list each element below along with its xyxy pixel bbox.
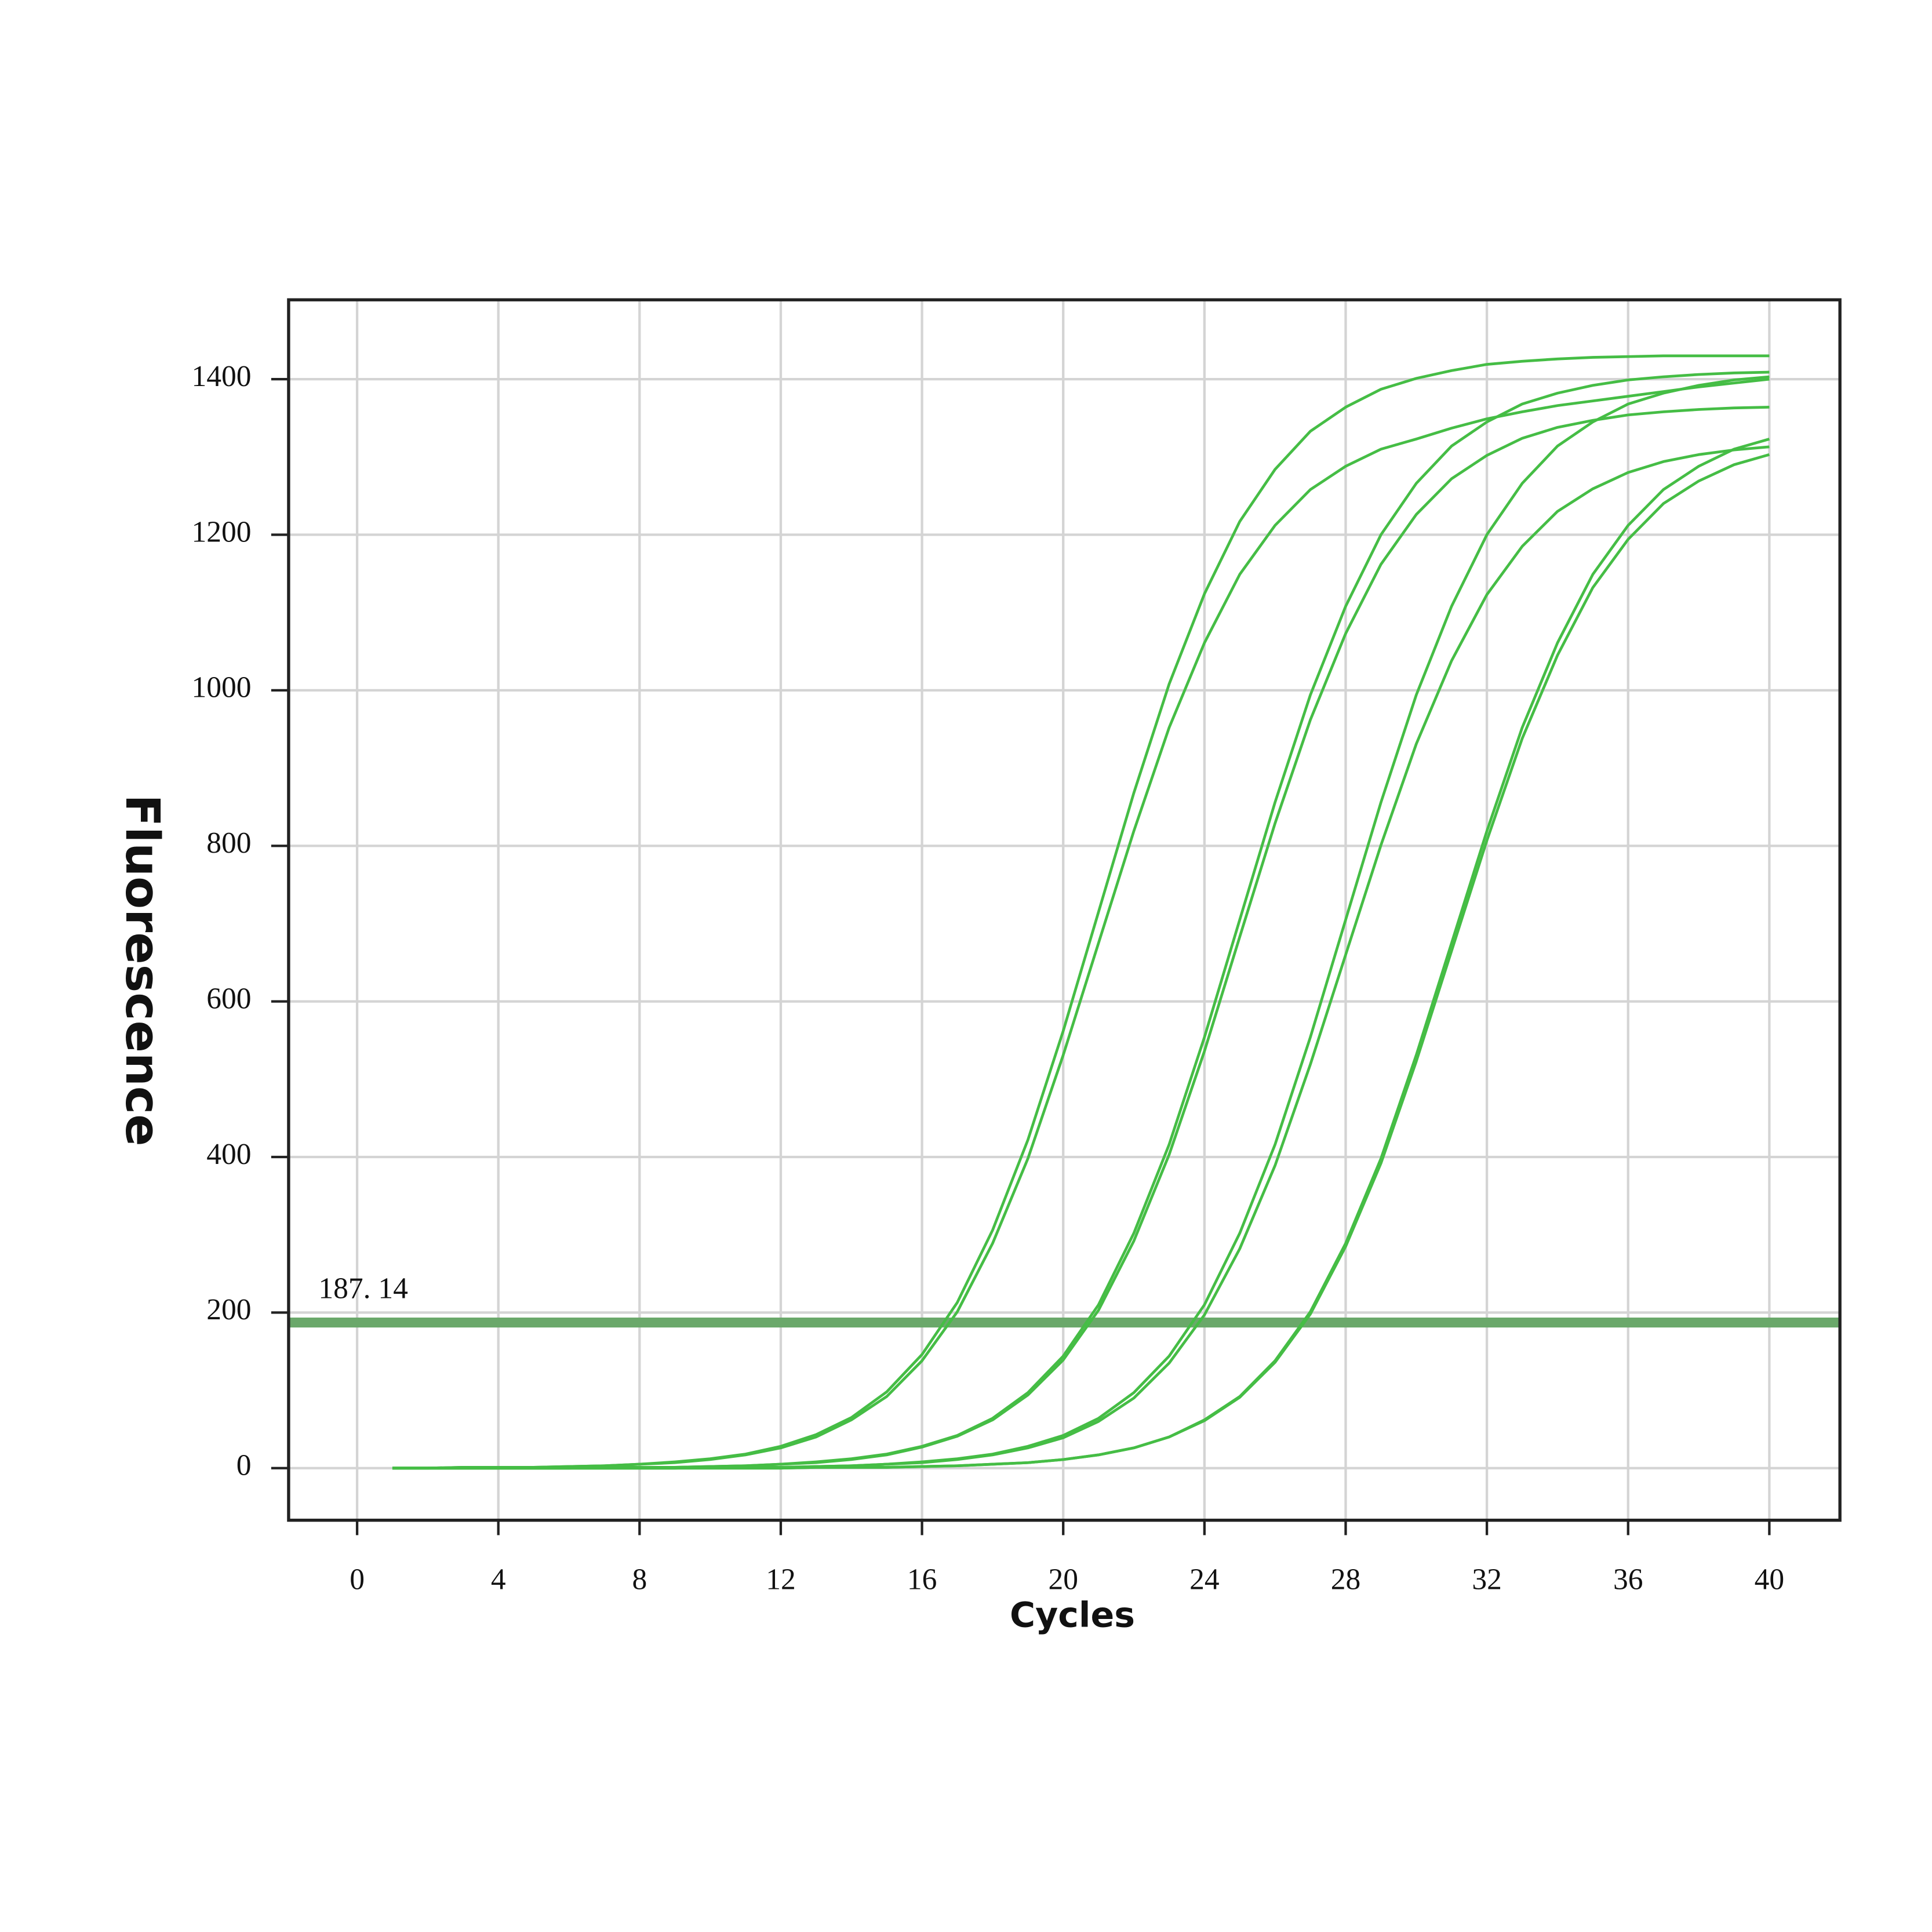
x-tick-label: 0	[350, 1563, 365, 1596]
x-tick-label: 32	[1472, 1563, 1501, 1596]
x-tick-label: 36	[1613, 1563, 1643, 1596]
x-tick-label: 28	[1331, 1563, 1361, 1596]
x-tick-label: 4	[491, 1563, 506, 1596]
x-tick-label: 40	[1755, 1563, 1785, 1596]
y-tick-label: 800	[206, 827, 251, 860]
y-axis-title: Fluorescence	[115, 794, 170, 1146]
y-tick-label: 200	[206, 1293, 251, 1326]
y-tick-label: 600	[206, 982, 251, 1015]
y-tick-label: 1400	[192, 360, 252, 393]
data-line	[392, 453, 1770, 1470]
threshold-label: 187. 14	[318, 1272, 408, 1305]
x-tick-label: 8	[632, 1563, 647, 1596]
x-tick-label: 16	[907, 1563, 937, 1596]
x-tick-label: 12	[766, 1563, 796, 1596]
data-line	[392, 377, 1770, 1470]
y-tick-label: 0	[237, 1449, 252, 1482]
x-tick-label: 24	[1189, 1563, 1220, 1596]
y-tick-label: 1200	[192, 515, 252, 548]
plot-frame	[287, 298, 1842, 1522]
y-tick-label: 1000	[192, 671, 252, 704]
x-axis-title: Cycles	[1010, 1595, 1135, 1636]
x-tick-label: 20	[1048, 1563, 1078, 1596]
y-tick-label: 400	[206, 1138, 251, 1171]
